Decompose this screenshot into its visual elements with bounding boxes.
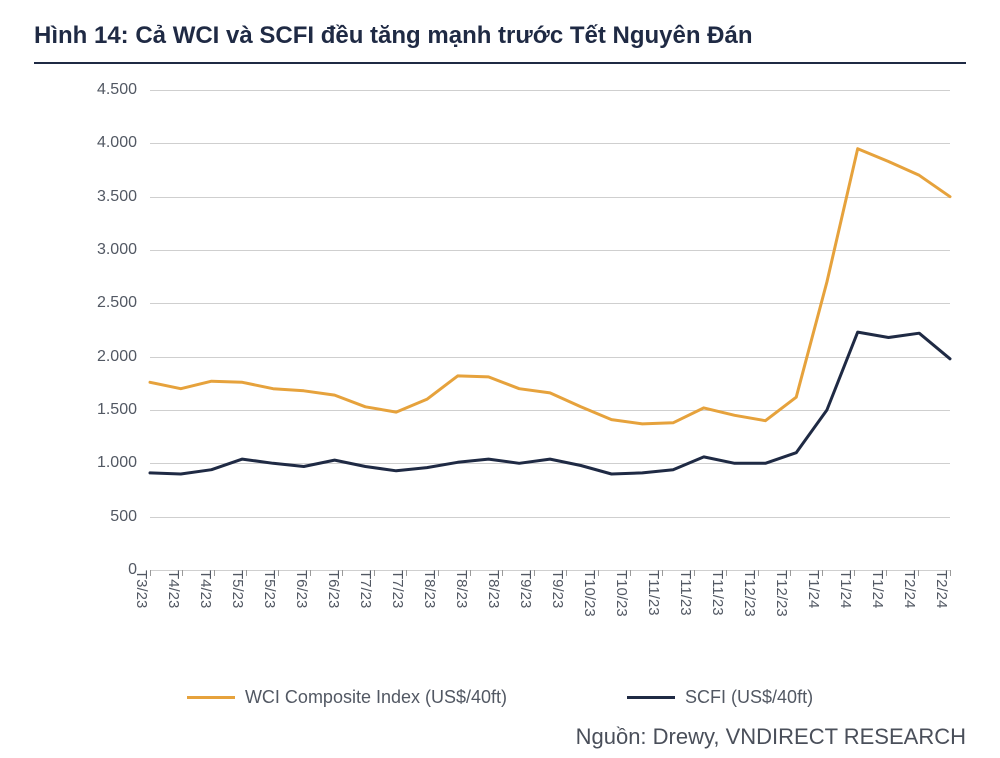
x-tick-label: T8/23: [421, 570, 438, 608]
x-tick-label: T7/23: [389, 570, 406, 608]
x-tick-label: T6/23: [325, 570, 342, 608]
x-tick-label: T2/24: [933, 570, 950, 608]
legend-label-scfi: SCFI (US$/40ft): [685, 687, 813, 708]
x-tick-label: T2/24: [901, 570, 918, 608]
chart-title: Hình 14: Cả WCI và SCFI đều tăng mạnh tr…: [34, 22, 966, 50]
y-tick-label: 1.500: [97, 401, 137, 419]
x-tick-label: T4/23: [197, 570, 214, 608]
x-tick-label: T8/23: [453, 570, 470, 608]
y-tick-label: 500: [110, 508, 137, 526]
x-tick-label: T10/23: [613, 570, 630, 617]
x-tick-label: T5/23: [261, 570, 278, 608]
x-tick-label: T4/23: [165, 570, 182, 608]
line-chart-svg: [150, 90, 950, 570]
legend-swatch-scfi: [627, 696, 675, 699]
series-line-scfi: [150, 332, 950, 474]
y-tick-label: 3.000: [97, 241, 137, 259]
x-tick-label: T1/24: [805, 570, 822, 608]
series-line-wci: [150, 149, 950, 424]
x-tick-label: T11/23: [709, 570, 726, 616]
plot-area: [150, 90, 950, 570]
x-tick-label: T10/23: [581, 570, 598, 617]
x-tick-label: T7/23: [357, 570, 374, 608]
legend-swatch-wci: [187, 696, 235, 699]
title-bar: Hình 14: Cả WCI và SCFI đều tăng mạnh tr…: [34, 22, 966, 64]
y-tick-label: 4.000: [97, 134, 137, 152]
x-tick-label: T9/23: [517, 570, 534, 608]
y-tick-label: 2.000: [97, 348, 137, 366]
x-tick-label: T8/23: [485, 570, 502, 608]
y-tick-label: 4.500: [97, 81, 137, 99]
x-tick-label: T9/23: [549, 570, 566, 608]
y-tick-label: 2.500: [97, 294, 137, 312]
x-tick-label: T11/23: [677, 570, 694, 616]
legend-item-wci: WCI Composite Index (US$/40ft): [187, 687, 507, 708]
legend-label-wci: WCI Composite Index (US$/40ft): [245, 687, 507, 708]
x-tick-label: T12/23: [773, 570, 790, 617]
page: Hình 14: Cả WCI và SCFI đều tăng mạnh tr…: [0, 0, 1000, 758]
x-tick: [950, 570, 951, 576]
x-tick-label: T3/23: [133, 570, 150, 608]
x-tick-label: T6/23: [293, 570, 310, 608]
y-tick-label: 3.500: [97, 188, 137, 206]
x-axis-labels: T3/23T4/23T4/23T5/23T5/23T6/23T6/23T7/23…: [150, 570, 950, 640]
y-tick-label: 1.000: [97, 454, 137, 472]
x-tick-label: T5/23: [229, 570, 246, 608]
chart-area: 05001.0001.5002.0002.5003.0003.5004.0004…: [70, 80, 960, 640]
x-tick-label: T11/23: [645, 570, 662, 616]
x-tick-label: T1/24: [869, 570, 886, 608]
x-tick-label: T12/23: [741, 570, 758, 617]
legend: WCI Composite Index (US$/40ft) SCFI (US$…: [0, 687, 1000, 708]
x-tick-label: T1/24: [837, 570, 854, 608]
source-attribution: Nguồn: Drewy, VNDIRECT RESEARCH: [576, 724, 966, 750]
y-axis-labels: 05001.0001.5002.0002.5003.0003.5004.0004…: [70, 90, 145, 570]
legend-item-scfi: SCFI (US$/40ft): [627, 687, 813, 708]
